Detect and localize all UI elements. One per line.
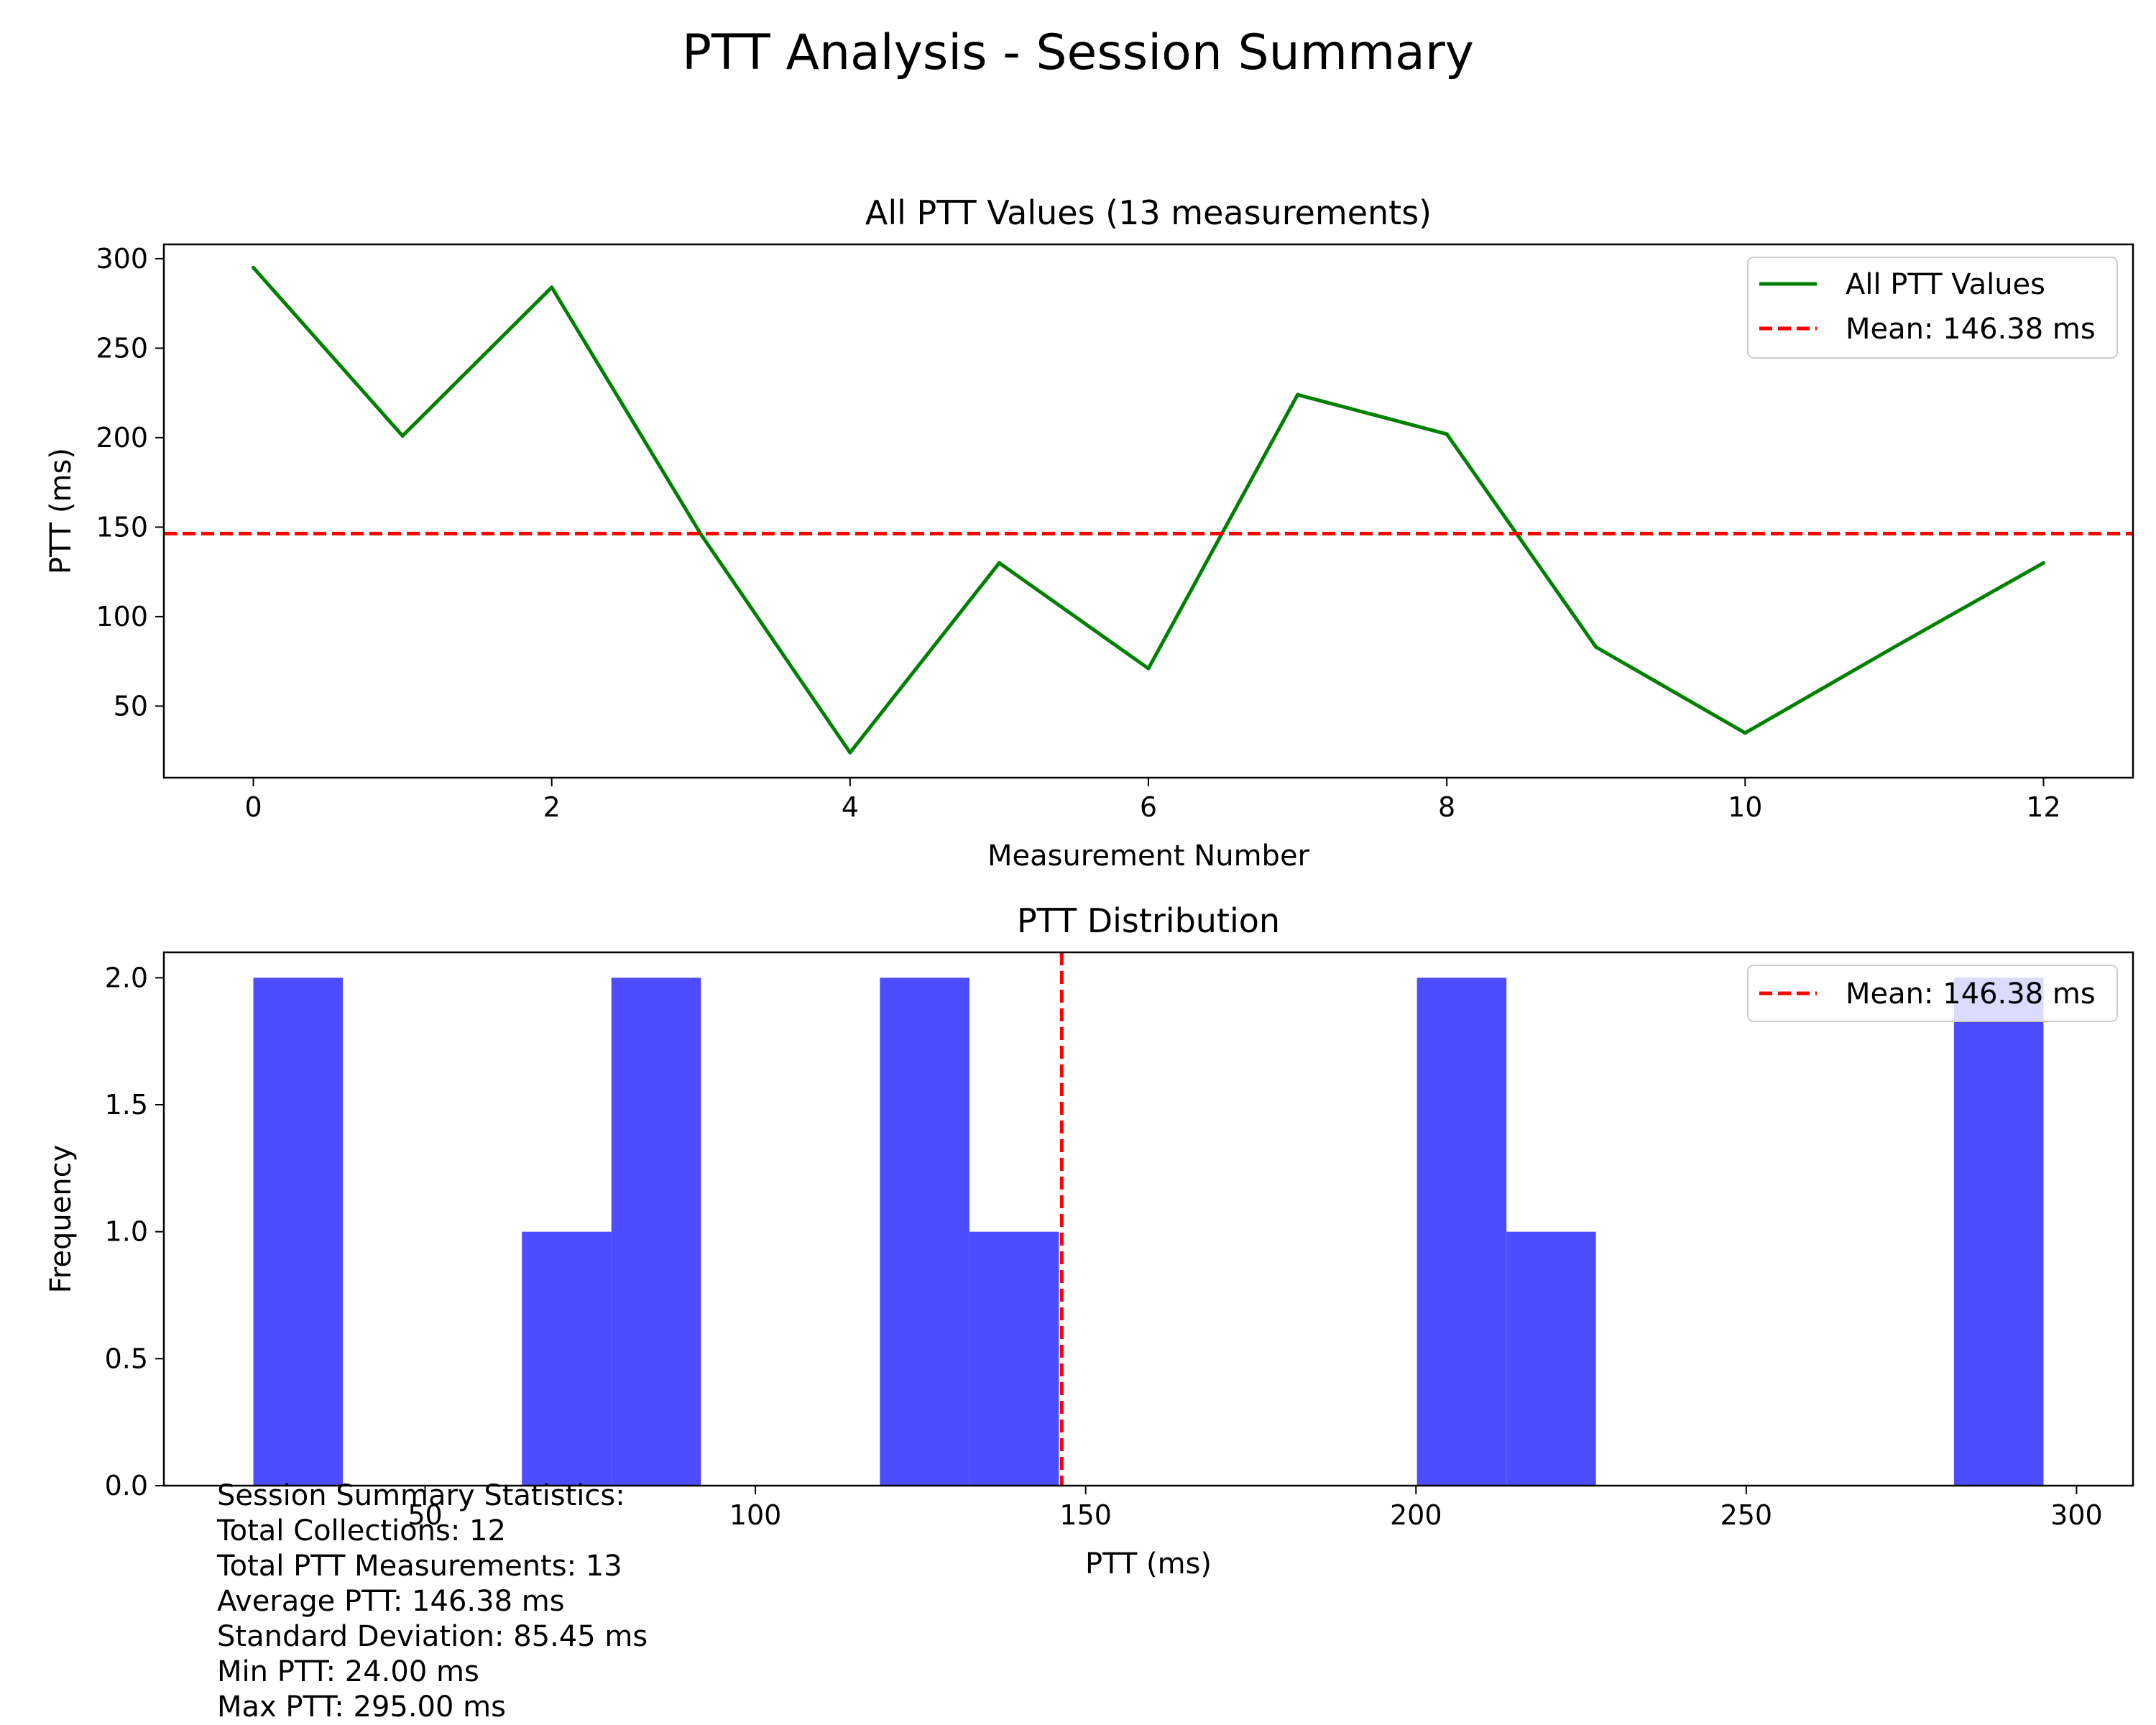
x-tick-label: 100 [729,1499,782,1531]
stats-line: Total Collections: 12 [216,1514,506,1547]
y-tick-label: 2.0 [105,962,148,993]
x-tick-label: 200 [1390,1499,1442,1531]
axes-frame [162,951,2134,1487]
ptt-data-point [997,561,1001,565]
histogram-bar [880,978,969,1486]
x-tick-label: 2 [543,791,561,823]
histogram-bar [1416,978,1507,1486]
stats-line: Average PTT: 146.38 ms [217,1585,565,1618]
stats-line: Max PTT: 295.00 ms [217,1690,506,1724]
x-tick-label: 250 [1720,1499,1773,1531]
stats-line: Session Summary Statistics: [217,1479,625,1512]
ptt-data-point [252,265,256,270]
x-tick-label: 150 [1059,1499,1112,1531]
stats-line: Total PTT Measurements: 13 [216,1550,622,1583]
ptt-data-point [1743,731,1747,735]
y-tick-label: 0.5 [105,1343,148,1374]
histogram-bar [1953,978,2044,1486]
ptt-data-point [1445,432,1449,436]
ptt-data-point [550,285,554,290]
ptt-data-point [1594,645,1598,649]
ptt-data-point [699,532,703,536]
axes-frame [162,243,2134,779]
ptt-data-point [400,433,405,438]
figure-title: PTT Analysis - Session Summary [682,24,1474,81]
x-tick-label: 50 [407,1499,442,1531]
ptt-data-point [1146,666,1151,671]
y-tick-label: 250 [96,332,148,364]
histogram-panel: 50 100 150 200 250 300 0.0 0.5 1.0 1.5 2.0 PTT (ms)… [45,901,2134,1581]
y-axis-label: PTT (ms) [45,448,78,574]
legend-box [1747,257,2118,359]
y-tick-label: 200 [96,422,148,454]
stats-line: Min PTT: 24.00 ms [217,1655,479,1688]
legend-label: All PTT Values [1846,268,2045,301]
histogram-bar [522,1231,612,1486]
y-tick-label: 50 [114,690,148,722]
ptt-data-point [848,750,852,755]
legend-label: Mean: 146.38 ms [1846,978,2096,1011]
y-tick-label: 1.0 [105,1216,148,1248]
y-tick-label: 300 [96,243,148,275]
x-axis-label: PTT (ms) [1085,1547,1212,1581]
histogram-bar [969,1231,1059,1486]
subplot-title: PTT Distribution [1017,901,1280,940]
x-tick-label: 300 [2050,1499,2103,1531]
histogram-bar [1506,1231,1596,1486]
legend-box [1747,965,2118,1022]
x-tick-label: 8 [1438,791,1455,823]
y-tick-label: 0.0 [105,1470,148,1501]
y-axis-label: Frequency [45,1145,78,1294]
subplot-title: All PTT Values (13 measurements) [865,193,1432,232]
histogram-bar [611,978,701,1486]
x-tick-label: 4 [842,791,859,823]
x-axis-label: Measurement Number [987,840,1310,873]
stats-line: Standard Deviation: 85.45 ms [217,1620,648,1653]
ptt-data-point [1296,392,1300,397]
y-tick-label: 150 [96,511,148,543]
x-tick-label: 10 [1728,791,1762,823]
y-tick-label: 1.5 [105,1089,148,1121]
y-tick-label: 100 [96,601,148,632]
x-tick-label: 12 [2026,791,2060,823]
line-chart-panel: 0 2 4 6 8 10 12 50 100 150 200 250 300 Measurement Nu… [45,193,2134,873]
ptt-data-point [2041,561,2045,565]
x-tick-label: 0 [244,791,262,823]
summary-statistics-block: Session Summary Statistics:Total Collect… [216,1479,648,1724]
ptt-data-point [1892,645,1897,649]
histogram-bar [253,978,344,1486]
legend-label: Mean: 146.38 ms [1846,313,2096,346]
x-tick-label: 6 [1140,791,1157,823]
